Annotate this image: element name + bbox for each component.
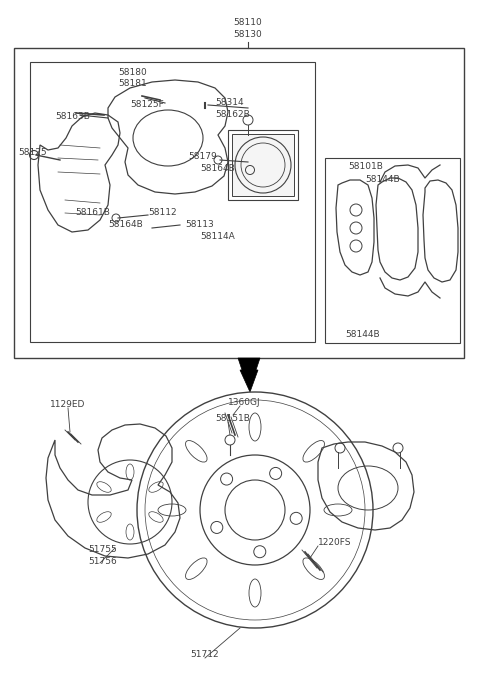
- Text: 58114A: 58114A: [200, 232, 235, 241]
- Text: 58180: 58180: [118, 68, 147, 77]
- Text: 51712: 51712: [190, 650, 218, 659]
- Text: 58162B: 58162B: [215, 110, 250, 119]
- Bar: [228, 130, 298, 200]
- Text: 58125F: 58125F: [130, 100, 164, 109]
- Text: 58144B: 58144B: [365, 175, 400, 184]
- Text: 1360GJ: 1360GJ: [228, 398, 261, 407]
- Text: 58113: 58113: [185, 220, 214, 229]
- Text: 51756: 51756: [88, 557, 117, 566]
- Text: 58163B: 58163B: [55, 112, 90, 121]
- Text: 58125: 58125: [18, 148, 47, 157]
- Text: 58161B: 58161B: [75, 208, 110, 217]
- Text: 58101B: 58101B: [348, 162, 383, 171]
- Text: 58144B: 58144B: [345, 330, 380, 339]
- Text: 58314: 58314: [215, 98, 244, 107]
- Bar: [325, 158, 460, 343]
- Text: 58181: 58181: [118, 79, 147, 88]
- Bar: [14, 48, 464, 358]
- Text: 58151B: 58151B: [215, 414, 250, 423]
- Polygon shape: [238, 358, 260, 392]
- Text: 58179: 58179: [188, 152, 217, 161]
- Text: 1129ED: 1129ED: [50, 400, 85, 409]
- Text: 58164B: 58164B: [200, 164, 235, 173]
- Text: 58164B: 58164B: [108, 220, 143, 229]
- Bar: [232, 134, 294, 196]
- Text: 51755: 51755: [88, 545, 117, 554]
- Bar: [30, 62, 315, 342]
- Text: 58112: 58112: [148, 208, 177, 217]
- Text: 1220FS: 1220FS: [318, 538, 351, 547]
- Text: 58130: 58130: [234, 30, 263, 39]
- Text: 58110: 58110: [234, 18, 263, 27]
